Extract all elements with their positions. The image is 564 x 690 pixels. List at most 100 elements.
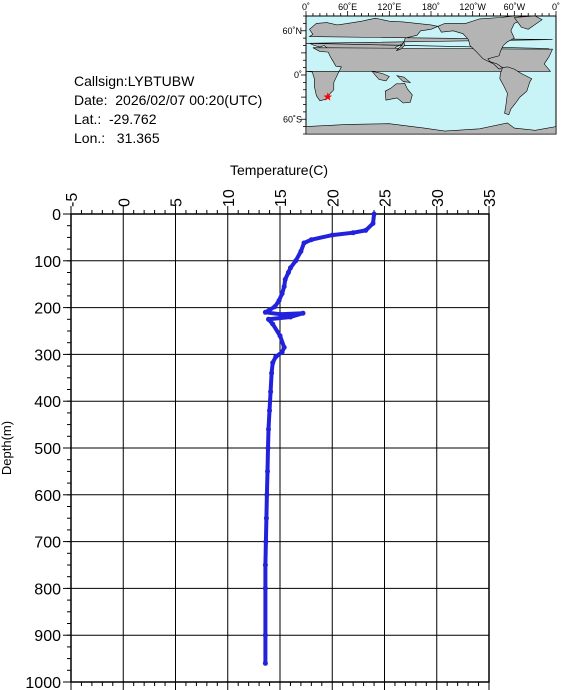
profile-line — [263, 212, 377, 666]
profile-point — [279, 291, 285, 297]
profile-point — [263, 515, 269, 521]
map-lat-label: 60˚N — [282, 26, 302, 36]
land-mass — [513, 15, 543, 30]
map-lat-label: 0˚ — [294, 70, 302, 80]
map-lon-label: 60˚E — [338, 2, 357, 12]
callsign-label: Callsign:LYBTUBW — [74, 73, 195, 89]
y-tick-label: 600 — [34, 488, 61, 505]
profile-point — [273, 354, 279, 360]
profile-point — [288, 265, 293, 271]
x-tick-label: 10 — [221, 189, 238, 207]
profile-point — [262, 660, 268, 666]
profile-point — [300, 310, 306, 316]
profile-point — [279, 349, 285, 355]
profile-point — [262, 585, 268, 591]
y-tick-label: 500 — [34, 441, 61, 458]
y-axis-title: Depth(m) — [0, 421, 14, 475]
y-tick-label: 800 — [34, 581, 61, 598]
profile-point — [262, 632, 268, 638]
profile-point — [262, 562, 268, 568]
profile-point — [285, 270, 291, 275]
station-info: Callsign:LYBTUBW Date: 2026/02/07 00:20(… — [74, 72, 262, 148]
profile-point — [308, 237, 314, 243]
land-mass — [371, 70, 390, 82]
profile-point — [265, 445, 271, 451]
profile-point — [282, 277, 288, 282]
x-tick-labels: -5 0 5 10 15 20 25 30 35 — [64, 189, 499, 207]
map-lon-label: 120˚W — [459, 2, 486, 12]
y-tick-label: 300 — [34, 347, 61, 364]
profile-point — [288, 314, 293, 320]
profile-point — [267, 307, 272, 313]
latitude-label: Lat.: -29.762 — [74, 111, 157, 127]
profile-point — [298, 248, 304, 254]
profile-point — [265, 468, 270, 474]
land-mass — [499, 66, 533, 116]
profile-point — [301, 240, 307, 246]
land-mass — [396, 40, 405, 51]
profile-point — [370, 220, 376, 226]
land-mass — [384, 82, 413, 104]
x-tick-label: 15 — [273, 189, 290, 207]
profile-point — [293, 258, 299, 264]
map-lon-label: 0˚ — [302, 2, 310, 12]
profile-point — [281, 284, 287, 289]
profile-point — [270, 321, 276, 327]
profile-point — [267, 408, 272, 414]
map-lon-label: 120˚E — [377, 2, 401, 12]
map-longitude-labels: 0˚ 60˚E 120˚E 180˚ 120˚W 60˚W 0˚ — [302, 2, 560, 12]
map-land — [305, 15, 557, 135]
land-mass — [437, 15, 530, 70]
profile-point — [268, 389, 274, 395]
profile-point — [329, 232, 335, 238]
x-tick-label: -5 — [64, 193, 81, 207]
profile-point — [277, 333, 283, 339]
map-lat-label: 60˚S — [283, 114, 302, 124]
land-mass — [305, 47, 553, 102]
profile-point — [264, 492, 270, 498]
profile-point — [281, 344, 287, 350]
date-label: Date: 2026/02/07 00:20(UTC) — [74, 92, 263, 108]
y-tick-label: 100 — [34, 254, 61, 271]
profile-point — [272, 304, 278, 310]
map-lon-label: 0˚ — [552, 2, 560, 12]
y-tick-label: 400 — [34, 394, 61, 411]
profile-point — [371, 211, 377, 217]
y-tick-label: 0 — [52, 207, 61, 224]
map-lon-label: 60˚W — [504, 2, 526, 12]
y-tick-labels: 0 100 200 300 400 500 600 700 800 900 1000 — [25, 207, 61, 690]
profile-point — [350, 230, 356, 236]
station-marker-icon — [323, 92, 333, 101]
profile-point — [270, 360, 276, 366]
x-tick-label: 0 — [116, 198, 133, 207]
x-axis-title: Temperature(C) — [230, 162, 328, 178]
plot-frame — [70, 213, 490, 683]
profile-point — [266, 316, 271, 322]
map-lon-label: 180˚ — [422, 2, 440, 12]
y-tick-label: 700 — [34, 535, 61, 552]
x-tick-label: 5 — [169, 198, 186, 207]
map-latitude-labels: 60˚N 0˚ 60˚S — [282, 26, 302, 125]
profile-point — [363, 227, 369, 233]
profile-point — [277, 311, 283, 317]
profile-point — [266, 426, 271, 432]
temperature-profile-series — [262, 211, 377, 666]
x-tick-label: 35 — [482, 189, 499, 207]
profile-point — [269, 370, 275, 376]
longitude-label: Lon.: 31.365 — [74, 130, 160, 146]
profile-point — [262, 309, 268, 315]
profile-point — [276, 298, 282, 304]
profile-point — [263, 539, 269, 545]
y-tick-label: 200 — [34, 301, 61, 318]
land-mass — [396, 75, 412, 83]
map-frame — [301, 11, 557, 135]
x-tick-label: 20 — [325, 189, 342, 207]
grid-lines — [70, 213, 490, 683]
land-mass — [305, 122, 557, 135]
y-tick-label: 900 — [34, 628, 61, 645]
x-tick-label: 30 — [430, 189, 447, 207]
x-tick-label: 25 — [378, 189, 395, 207]
y-tick-label: 1000 — [25, 675, 61, 690]
